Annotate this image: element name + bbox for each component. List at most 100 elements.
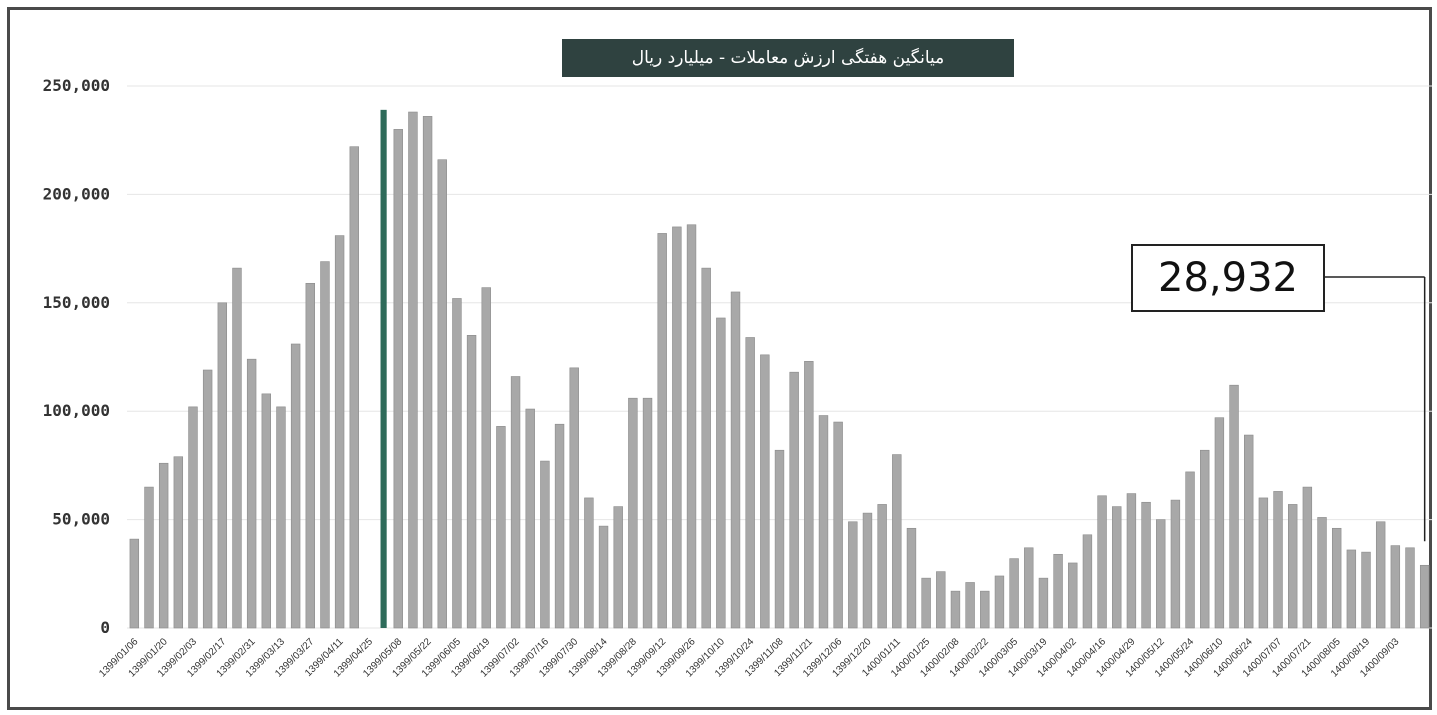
bar bbox=[409, 112, 418, 628]
bar bbox=[203, 370, 212, 628]
y-tick-label: 50,000 bbox=[52, 510, 110, 529]
bar bbox=[423, 116, 432, 628]
bar bbox=[306, 283, 315, 628]
bar bbox=[599, 526, 608, 628]
bar bbox=[1274, 491, 1283, 628]
bar bbox=[1391, 546, 1400, 628]
bar bbox=[1259, 498, 1268, 628]
bars bbox=[130, 110, 1429, 628]
y-tick-label: 250,000 bbox=[43, 76, 110, 95]
bar bbox=[540, 461, 549, 628]
bar bbox=[1156, 520, 1165, 628]
bar bbox=[1171, 500, 1180, 628]
bar bbox=[526, 409, 535, 628]
bar bbox=[1068, 563, 1077, 628]
bar bbox=[1215, 418, 1224, 628]
bar bbox=[1303, 487, 1312, 628]
bar bbox=[922, 578, 931, 628]
bar bbox=[658, 233, 667, 628]
bar bbox=[1420, 565, 1429, 628]
bar bbox=[848, 522, 857, 628]
bar bbox=[863, 513, 872, 628]
x-axis: 1399/01/061399/01/201399/02/031399/02/17… bbox=[97, 636, 1401, 679]
bar bbox=[1332, 528, 1341, 628]
bar bbox=[247, 359, 256, 628]
bar bbox=[1010, 559, 1019, 628]
bar bbox=[1142, 502, 1151, 628]
bar bbox=[511, 377, 520, 628]
bar bbox=[1347, 550, 1356, 628]
bar bbox=[1406, 548, 1415, 628]
bar bbox=[643, 398, 652, 628]
y-tick-label: 100,000 bbox=[43, 401, 110, 420]
bar bbox=[159, 463, 168, 628]
bar bbox=[936, 572, 945, 628]
bar bbox=[760, 355, 769, 628]
highlight-bar bbox=[381, 110, 387, 628]
bar bbox=[482, 288, 491, 628]
bar bbox=[819, 416, 828, 628]
y-axis: 0 50,000 100,000 150,000 200,000 250,000 bbox=[43, 76, 110, 637]
bar bbox=[277, 407, 286, 628]
bar bbox=[497, 426, 506, 628]
bar bbox=[394, 129, 403, 628]
bar bbox=[1112, 507, 1121, 628]
bar bbox=[1039, 578, 1048, 628]
bar bbox=[892, 455, 901, 628]
bar bbox=[130, 539, 139, 628]
callout-value: 28,932 bbox=[1131, 244, 1325, 312]
bar bbox=[731, 292, 740, 628]
bar bbox=[995, 576, 1004, 628]
bar bbox=[1244, 435, 1253, 628]
bar bbox=[1318, 517, 1327, 628]
bar bbox=[702, 268, 711, 628]
bar bbox=[614, 507, 623, 628]
bar bbox=[746, 337, 755, 628]
bar bbox=[966, 582, 975, 628]
bar bbox=[1362, 552, 1371, 628]
y-tick-label: 150,000 bbox=[43, 293, 110, 312]
bar bbox=[834, 422, 843, 628]
bar bbox=[218, 303, 227, 628]
y-tick-label: 200,000 bbox=[43, 184, 110, 203]
bar bbox=[1230, 385, 1239, 628]
bar bbox=[1288, 504, 1297, 628]
chart-title: میانگین هفتگی ارزش معاملات - میلیارد ریا… bbox=[562, 39, 1014, 77]
bar bbox=[321, 262, 330, 628]
bar bbox=[790, 372, 799, 628]
bar bbox=[775, 450, 784, 628]
bar bbox=[145, 487, 154, 628]
bar bbox=[1083, 535, 1092, 628]
bar bbox=[687, 225, 696, 628]
bar bbox=[878, 504, 887, 628]
bar bbox=[672, 227, 681, 628]
bar bbox=[804, 361, 813, 628]
bar bbox=[1186, 472, 1195, 628]
bar bbox=[1376, 522, 1385, 628]
y-tick-label: 0 bbox=[100, 618, 110, 637]
bar bbox=[291, 344, 300, 628]
bar bbox=[584, 498, 593, 628]
bar bbox=[1024, 548, 1033, 628]
bar bbox=[350, 147, 359, 628]
bar bbox=[1200, 450, 1209, 628]
bar bbox=[189, 407, 198, 628]
bar bbox=[907, 528, 916, 628]
bar bbox=[1098, 496, 1107, 628]
bar bbox=[980, 591, 989, 628]
bar bbox=[1127, 494, 1136, 628]
bar bbox=[467, 335, 476, 628]
bar bbox=[628, 398, 637, 628]
bar bbox=[335, 236, 344, 628]
bar bbox=[1054, 554, 1063, 628]
bar bbox=[951, 591, 960, 628]
bar bbox=[174, 457, 183, 628]
bar bbox=[555, 424, 564, 628]
bar bbox=[453, 298, 462, 628]
bar bbox=[570, 368, 579, 628]
bar bbox=[438, 160, 447, 628]
bar bbox=[233, 268, 242, 628]
bar bbox=[716, 318, 725, 628]
bar bbox=[262, 394, 271, 628]
